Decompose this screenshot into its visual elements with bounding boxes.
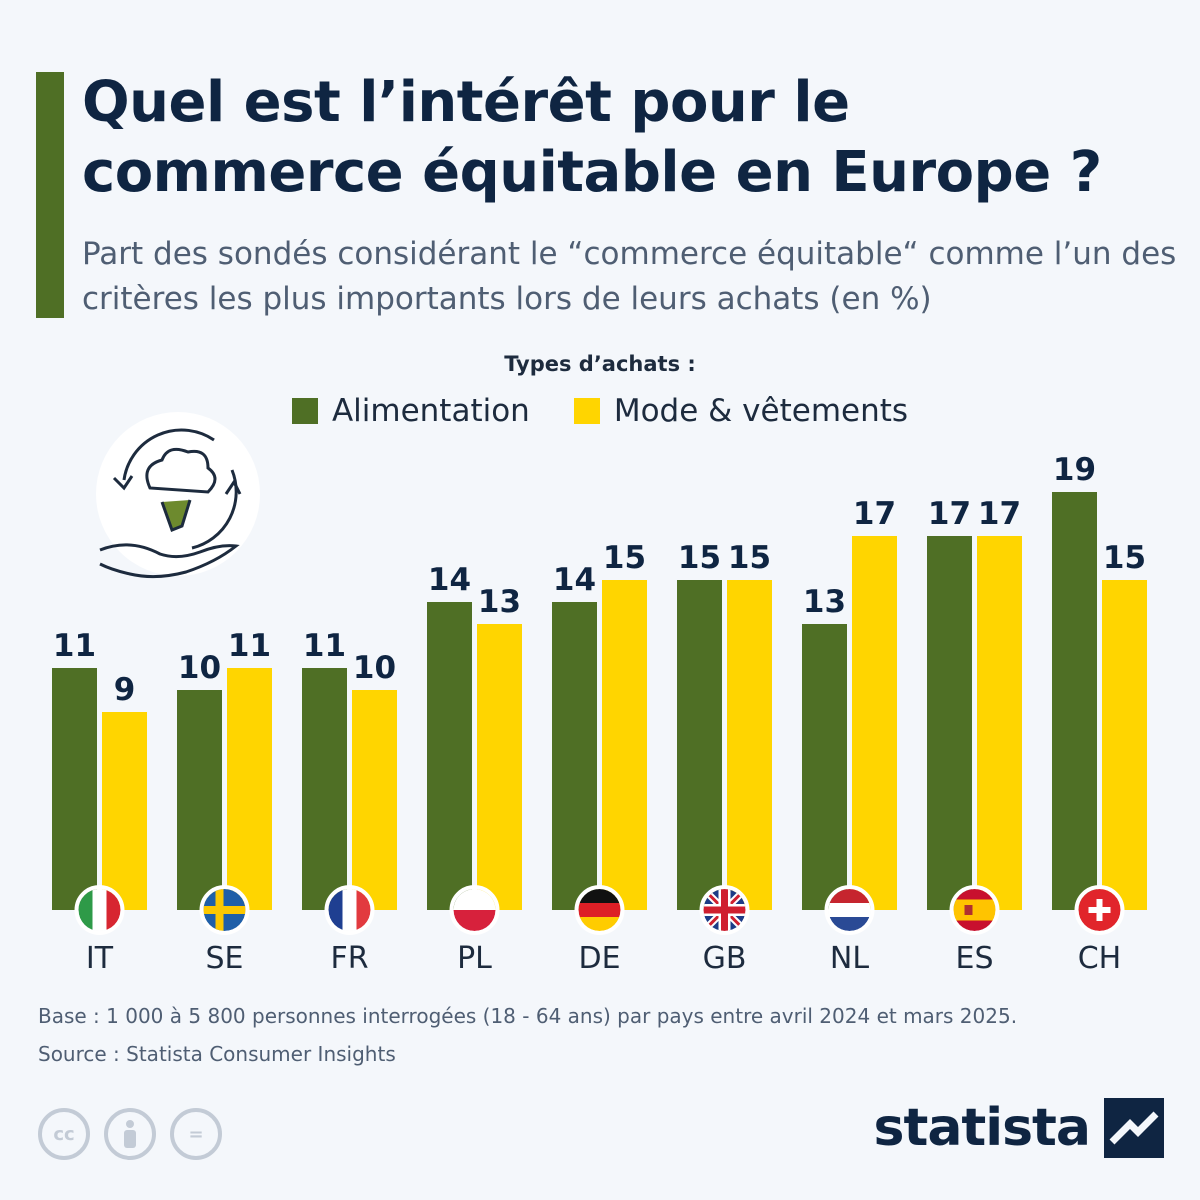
- cc-icon[interactable]: cc: [38, 1108, 90, 1160]
- value-label-food-se: 10: [178, 650, 221, 686]
- spain-flag-icon: [949, 885, 1000, 935]
- bar-fashion-se: [227, 668, 272, 910]
- value-label-fashion-nl: 17: [853, 496, 896, 532]
- category-group-ch: 19 15 CH: [1052, 452, 1147, 976]
- accent-bar: [36, 72, 64, 318]
- bar-fashion-de: [602, 580, 647, 910]
- legend-swatch-fashion: [573, 398, 600, 424]
- country-label-se: SE: [206, 941, 244, 976]
- bar-food-pl: [427, 602, 472, 910]
- bar-fashion-fr: [352, 690, 397, 910]
- france-flag-icon: [324, 885, 375, 935]
- statista-logo-icon: [1104, 1098, 1164, 1158]
- bar-fashion-es: [977, 536, 1022, 910]
- hand-broccoli-recycle-icon: [96, 412, 260, 579]
- uk-flag-icon: [699, 885, 750, 935]
- value-label-fashion-it: 9: [114, 672, 136, 708]
- value-label-food-nl: 13: [803, 584, 846, 620]
- germany-flag-icon: [574, 885, 625, 935]
- legend-label-fashion: Mode & vêtements: [613, 393, 909, 429]
- legend-title: Types d’achats :: [504, 352, 696, 376]
- value-label-fashion-se: 11: [228, 628, 271, 664]
- bar-food-ch: [1052, 492, 1097, 910]
- sweden-flag-icon: [199, 885, 250, 935]
- value-label-food-ch: 19: [1053, 452, 1096, 488]
- page-title: Quel est l’intérêt pour le commerce équi…: [82, 70, 1102, 205]
- footnote-source: Source : Statista Consumer Insights: [38, 1042, 396, 1066]
- brand-name: statista: [873, 1098, 1091, 1158]
- bar-food-de: [552, 602, 597, 910]
- legend: Alimentation Mode & vêtements: [0, 393, 1200, 429]
- bar-fashion-gb: [727, 580, 772, 910]
- category-group-nl: 13 17 NL: [802, 496, 897, 976]
- legend-item-food: Alimentation: [291, 393, 530, 429]
- bar-food-se: [177, 690, 222, 910]
- country-label-gb: GB: [703, 941, 747, 976]
- switzerland-flag-icon: [1074, 885, 1125, 935]
- country-label-fr: FR: [330, 941, 368, 976]
- country-label-es: ES: [956, 941, 994, 976]
- bar-fashion-ch: [1102, 580, 1147, 910]
- value-label-food-pl: 14: [428, 562, 471, 598]
- country-label-de: DE: [578, 941, 620, 976]
- value-label-food-es: 17: [928, 496, 971, 532]
- no-derivatives-icon[interactable]: =: [170, 1108, 222, 1160]
- category-group-gb: 15 15 GB: [677, 540, 772, 976]
- bar-food-es: [927, 536, 972, 910]
- netherlands-flag-icon: [824, 885, 875, 935]
- value-label-fashion-pl: 13: [478, 584, 521, 620]
- legend-swatch-food: [291, 398, 318, 424]
- value-label-fashion-gb: 15: [728, 540, 771, 576]
- value-label-fashion-es: 17: [978, 496, 1021, 532]
- country-label-ch: CH: [1078, 941, 1122, 976]
- bar-food-it: [52, 668, 97, 910]
- bar-food-gb: [677, 580, 722, 910]
- bar-food-nl: [802, 624, 847, 910]
- legend-label-food: Alimentation: [331, 393, 530, 429]
- value-label-food-de: 14: [553, 562, 596, 598]
- italy-flag-icon: [74, 885, 125, 935]
- value-label-fashion-ch: 15: [1103, 540, 1146, 576]
- value-label-food-gb: 15: [678, 540, 721, 576]
- poland-flag-icon: [449, 885, 500, 935]
- category-group-es: 17 17 ES: [927, 496, 1022, 976]
- license-icons: cc =: [38, 1108, 222, 1160]
- bar-food-fr: [302, 668, 347, 910]
- chart-subtitle: Part des sondés considérant le “commerce…: [82, 236, 1177, 317]
- legend-item-fashion: Mode & vêtements: [573, 393, 909, 429]
- attribution-icon[interactable]: [104, 1108, 156, 1160]
- value-label-fashion-de: 15: [603, 540, 646, 576]
- statista-logo[interactable]: statista: [874, 1098, 1164, 1158]
- bar-fashion-it: [102, 712, 147, 910]
- bar-fashion-nl: [852, 536, 897, 910]
- country-label-pl: PL: [457, 941, 492, 976]
- bar-fashion-pl: [477, 624, 522, 910]
- category-group-it: 11 9 IT: [52, 628, 147, 976]
- country-label-nl: NL: [830, 941, 869, 976]
- footnote-base: Base : 1 000 à 5 800 personnes interrogé…: [38, 1004, 1018, 1028]
- country-label-it: IT: [86, 941, 114, 976]
- value-label-food-it: 11: [53, 628, 96, 664]
- value-label-fashion-fr: 10: [353, 650, 396, 686]
- value-label-food-fr: 11: [303, 628, 346, 664]
